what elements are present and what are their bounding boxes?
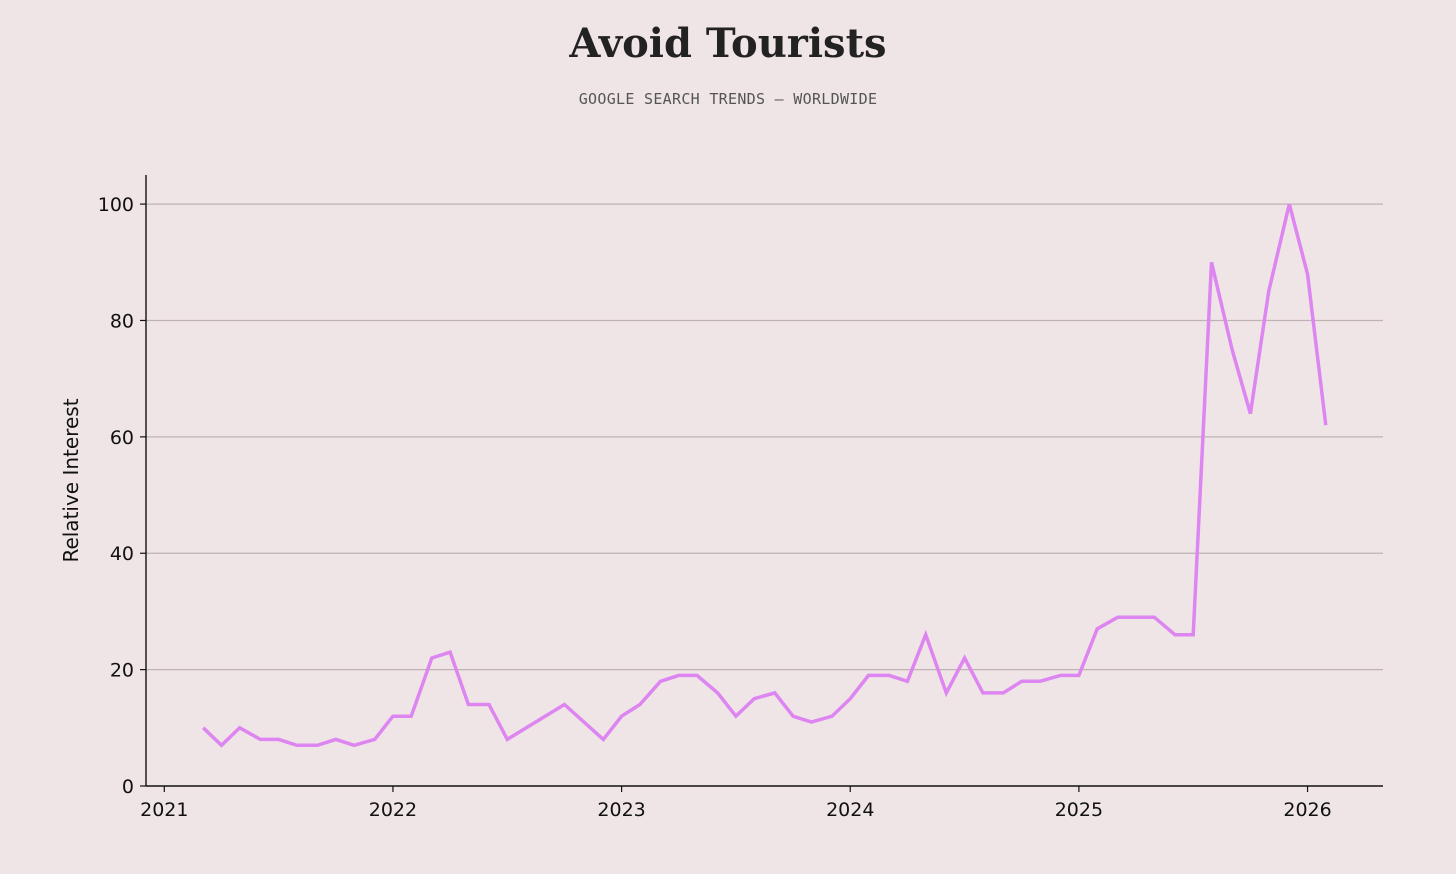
- chart-title: Avoid Tourists: [569, 20, 887, 67]
- data-point: [734, 715, 737, 718]
- data-point: [716, 691, 719, 694]
- y-tick-label-100: 100: [98, 194, 134, 216]
- data-point: [259, 738, 262, 741]
- data-point: [391, 715, 394, 718]
- data-point: [1288, 203, 1291, 206]
- data-point: [373, 738, 376, 741]
- data-point: [1039, 680, 1042, 683]
- data-point: [602, 738, 605, 741]
- data-point: [1116, 616, 1119, 619]
- data-point: [1324, 424, 1327, 427]
- y-axis-label: Relative Interest: [59, 398, 83, 562]
- data-point: [810, 721, 813, 724]
- data-point: [638, 703, 641, 706]
- x-tick-label-2025: 2025: [1055, 799, 1103, 821]
- x-tick-label-2024: 2024: [826, 799, 874, 821]
- data-point: [753, 697, 756, 700]
- data-point: [888, 674, 891, 677]
- data-point: [849, 697, 852, 700]
- data-point: [1059, 674, 1062, 677]
- data-point: [1192, 633, 1195, 636]
- y-tick-label-20: 20: [110, 660, 134, 682]
- tick-labels: 0 20 40 60 80 100 2021 2022 2023 2024 2025 2026: [98, 194, 1332, 821]
- data-point: [945, 691, 948, 694]
- data-point: [488, 703, 491, 706]
- grid-lines: [146, 203, 1383, 671]
- data-point: [1020, 680, 1023, 683]
- data-point: [696, 674, 699, 677]
- data-point: [867, 674, 870, 677]
- y-tick-label-0: 0: [122, 776, 134, 798]
- data-point: [220, 744, 223, 747]
- data-point: [1135, 616, 1138, 619]
- data-point: [277, 738, 280, 741]
- data-point: [773, 691, 776, 694]
- x-tick-label-2023: 2023: [597, 799, 645, 821]
- data-point: [1153, 616, 1156, 619]
- series-line-0: [201, 203, 1328, 748]
- data-point: [677, 674, 680, 677]
- data-point: [410, 715, 413, 718]
- data-point: [295, 744, 298, 747]
- x-tick-label-2026: 2026: [1283, 799, 1331, 821]
- data-point: [506, 738, 509, 741]
- data-point: [1077, 674, 1080, 677]
- data-point: [981, 691, 984, 694]
- series-layer: [201, 203, 1328, 748]
- data-point: [906, 680, 909, 683]
- data-point: [792, 715, 795, 718]
- data-point: [1002, 691, 1005, 694]
- data-point: [1173, 633, 1176, 636]
- data-point: [563, 703, 566, 706]
- data-point: [924, 633, 927, 636]
- data-point: [430, 657, 433, 660]
- data-point: [316, 744, 319, 747]
- data-point: [1096, 627, 1099, 630]
- data-point: [238, 726, 241, 729]
- data-point: [467, 703, 470, 706]
- data-point: [963, 657, 966, 660]
- data-point: [1231, 348, 1234, 351]
- y-tick-label-60: 60: [110, 427, 134, 449]
- data-point: [449, 651, 452, 654]
- y-tick-label-40: 40: [110, 543, 134, 565]
- x-tick-label-2021: 2021: [140, 799, 188, 821]
- y-tick-label-80: 80: [110, 310, 134, 332]
- data-point: [1249, 412, 1252, 415]
- data-point: [1306, 272, 1309, 275]
- data-point: [334, 738, 337, 741]
- data-point: [353, 744, 356, 747]
- data-point: [659, 680, 662, 683]
- data-point: [620, 715, 623, 718]
- data-point: [1267, 290, 1270, 293]
- axes: [140, 175, 1383, 792]
- data-point: [831, 715, 834, 718]
- chart-subtitle: GOOGLE SEARCH TRENDS — WORLDWIDE: [578, 90, 878, 108]
- x-tick-label-2022: 2022: [369, 799, 417, 821]
- data-point: [1210, 261, 1213, 264]
- data-point: [202, 726, 205, 729]
